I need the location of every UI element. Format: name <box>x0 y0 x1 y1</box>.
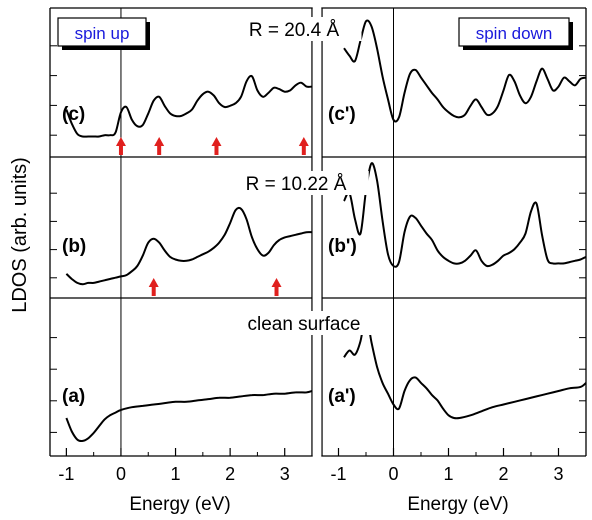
ldos-curve-3 <box>343 162 587 268</box>
x-axis-label-left: Energy (eV) <box>129 494 230 515</box>
row-label-0: R = 20.4 Å <box>249 20 340 41</box>
x-tick-label-up-4: 3 <box>280 464 290 484</box>
panel-label-0: (c) <box>62 104 85 125</box>
x-tick-label-down-1: 0 <box>388 464 398 484</box>
row-label-bg-2 <box>236 311 384 335</box>
spin-down-badge-box <box>458 17 570 47</box>
resonance-arrow-0-3 <box>298 137 309 155</box>
ldos-curve-5 <box>343 314 587 420</box>
ldos-curve-1 <box>343 19 587 123</box>
row-label-1: R = 10.22 Å <box>246 174 347 195</box>
panel-label-4: (a) <box>62 386 85 407</box>
x-tick-label-up-0: -1 <box>58 464 74 484</box>
x-tick-label-down-2: 1 <box>443 464 453 484</box>
row-label-bg-1 <box>243 171 369 195</box>
row-label-2: clean surface <box>247 314 360 335</box>
row-label-bg-0 <box>246 17 362 41</box>
resonance-arrow-0-2 <box>211 137 222 155</box>
x-tick-label-down-3: 2 <box>498 464 508 484</box>
resonance-arrow-2-0 <box>148 278 159 296</box>
spin-down-badge: spin down <box>476 24 553 43</box>
axis-break-gap <box>312 7 322 457</box>
axes-frames: -1 0 1 2 3 -1 0 1 2 3 <box>49 7 587 484</box>
ldos-curve-0 <box>65 74 313 138</box>
panel-label-5: (a') <box>328 386 356 407</box>
ldos-curve-4 <box>65 390 313 443</box>
resonance-arrow-0-1 <box>154 137 165 155</box>
ldos-curve-2 <box>65 206 313 286</box>
resonance-arrow-0-0 <box>115 137 126 155</box>
spin-up-badge-box <box>57 17 147 47</box>
resonance-arrow-2-1 <box>271 278 282 296</box>
panel-label-1: (c') <box>328 104 356 125</box>
spin-up-badge: spin up <box>75 24 130 43</box>
y-axis-label: LDOS (arb. units) <box>9 157 31 313</box>
panel-label-3: (b') <box>328 236 357 257</box>
x-tick-label-up-1: 0 <box>116 464 126 484</box>
x-tick-label-up-3: 2 <box>225 464 235 484</box>
x-tick-label-up-2: 1 <box>171 464 181 484</box>
x-axis-label-right: Energy (eV) <box>407 494 508 515</box>
ldos-curves <box>65 19 587 443</box>
annotations: (c) (c') (b) (b') (a) (a') R = 20.4 Å R = 10.22… <box>57 17 573 407</box>
x-tick-label-down-4: 3 <box>553 464 563 484</box>
x-tick-label-down-0: -1 <box>330 464 346 484</box>
panel-label-2: (b) <box>62 236 86 257</box>
